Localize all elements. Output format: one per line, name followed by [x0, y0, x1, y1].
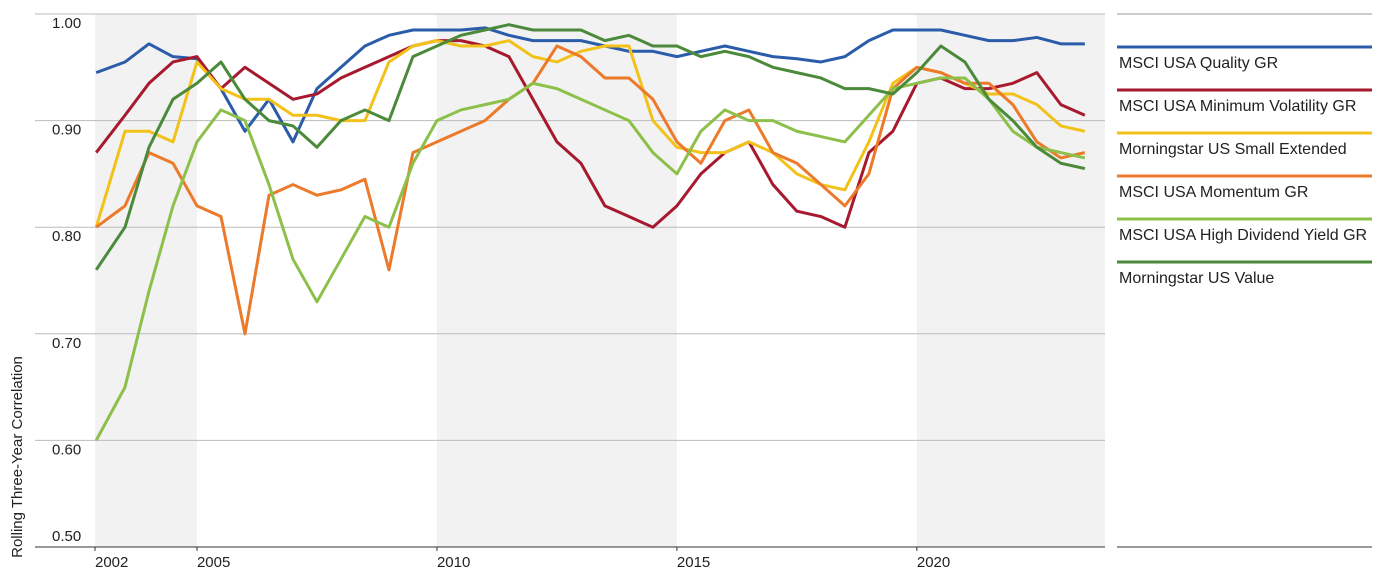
legend-label: MSCI USA Quality GR	[1119, 55, 1278, 72]
x-tick-label: 2010	[437, 554, 470, 571]
y-tick-label: 0.60	[52, 441, 81, 458]
y-tick-label: 0.90	[52, 122, 81, 139]
x-tick-label: 2002	[95, 554, 128, 571]
line-layer	[94, 23, 1086, 442]
x-tick-label: 2015	[677, 554, 710, 571]
legend-label: Morningstar US Value	[1119, 270, 1274, 287]
y-tick-label: 0.50	[52, 528, 81, 545]
series-line	[94, 23, 1086, 271]
x-tick-label: 2005	[197, 554, 230, 571]
legend-label: MSCI USA Momentum GR	[1119, 184, 1308, 201]
series-line	[94, 76, 1086, 442]
y-tick-label: 1.00	[52, 15, 81, 32]
legend-label: MSCI USA High Dividend Yield GR	[1119, 227, 1367, 244]
shaded-band	[436, 14, 677, 547]
band-layer	[95, 14, 1105, 547]
legend-label: Morningstar US Small Extended	[1119, 141, 1347, 158]
legend-label: MSCI USA Minimum Volatility GR	[1119, 98, 1356, 115]
y-axis-label: Rolling Three-Year Correlation	[9, 356, 26, 558]
y-tick-label: 0.70	[52, 335, 81, 352]
shaded-band	[95, 14, 197, 547]
series-line	[95, 26, 1085, 144]
x-tick-label: 2020	[917, 554, 950, 571]
y-tick-label: 0.80	[52, 228, 81, 245]
